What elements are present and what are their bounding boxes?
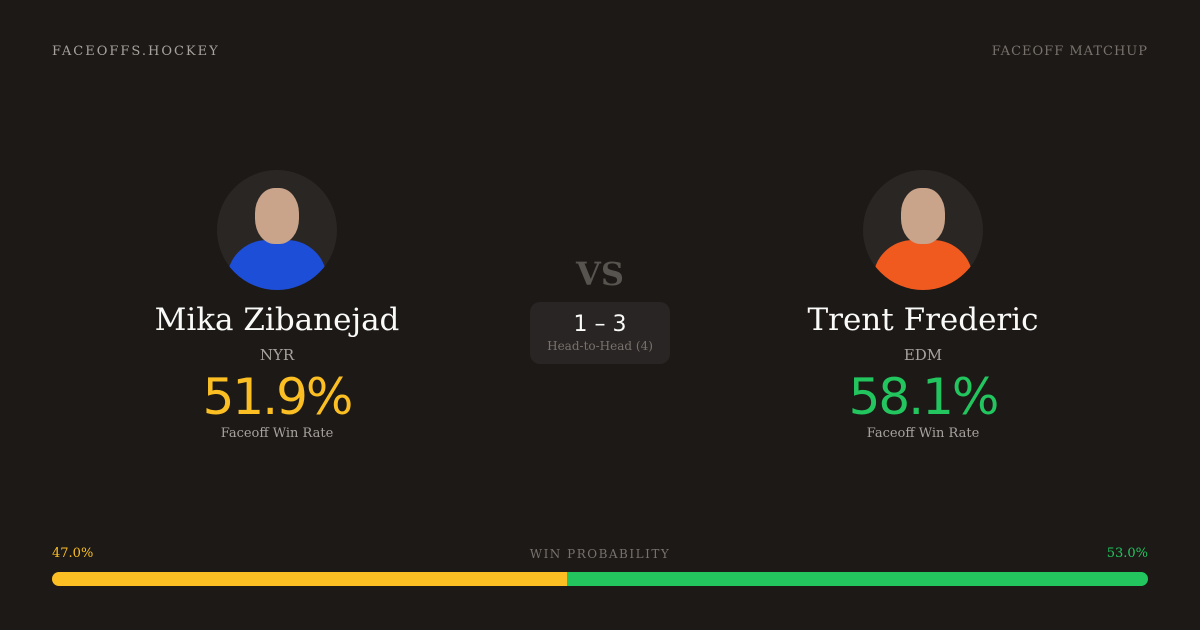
h2h-label: Head-to-Head (4) [547,339,653,353]
vs-label: VS [576,255,624,293]
player-team: NYR [259,346,295,364]
player-left: Mika Zibanejad NYR 51.9% Faceoff Win Rat… [97,170,457,441]
win-prob-right-fill [567,572,1148,586]
face [901,188,945,244]
win-prob-left-fill [52,572,568,586]
win-prob-right: 53.0% [1106,546,1148,561]
win-probability-bar [52,572,1148,586]
page-tag: FACEOFF MATCHUP [991,44,1148,59]
win-prob-label: WIN PROBABILITY [529,547,671,561]
win-rate-label: Faceoff Win Rate [220,426,334,441]
player-name: Mika Zibanejad [154,302,400,338]
avatar [217,170,337,290]
avatar [863,170,983,290]
h2h-score: 1 – 3 [573,312,627,337]
win-rate: 58.1% [848,368,1000,426]
brand-logo: FACEOFFS.HOCKEY [52,44,220,59]
win-rate-label: Faceoff Win Rate [866,426,980,441]
head-to-head-card: 1 – 3 Head-to-Head (4) [530,302,670,364]
win-rate: 51.9% [202,368,354,426]
player-right: Trent Frederic EDM 58.1% Faceoff Win Rat… [743,170,1103,441]
player-team: EDM [903,346,943,364]
jersey [227,240,327,290]
face [255,188,299,244]
player-name: Trent Frederic [807,302,1039,338]
jersey [873,240,973,290]
win-prob-left: 47.0% [52,546,94,561]
